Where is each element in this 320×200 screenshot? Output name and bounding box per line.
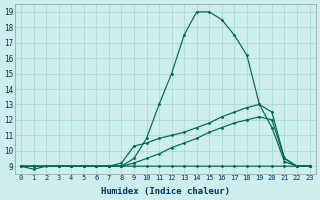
X-axis label: Humidex (Indice chaleur): Humidex (Indice chaleur) [101, 187, 230, 196]
